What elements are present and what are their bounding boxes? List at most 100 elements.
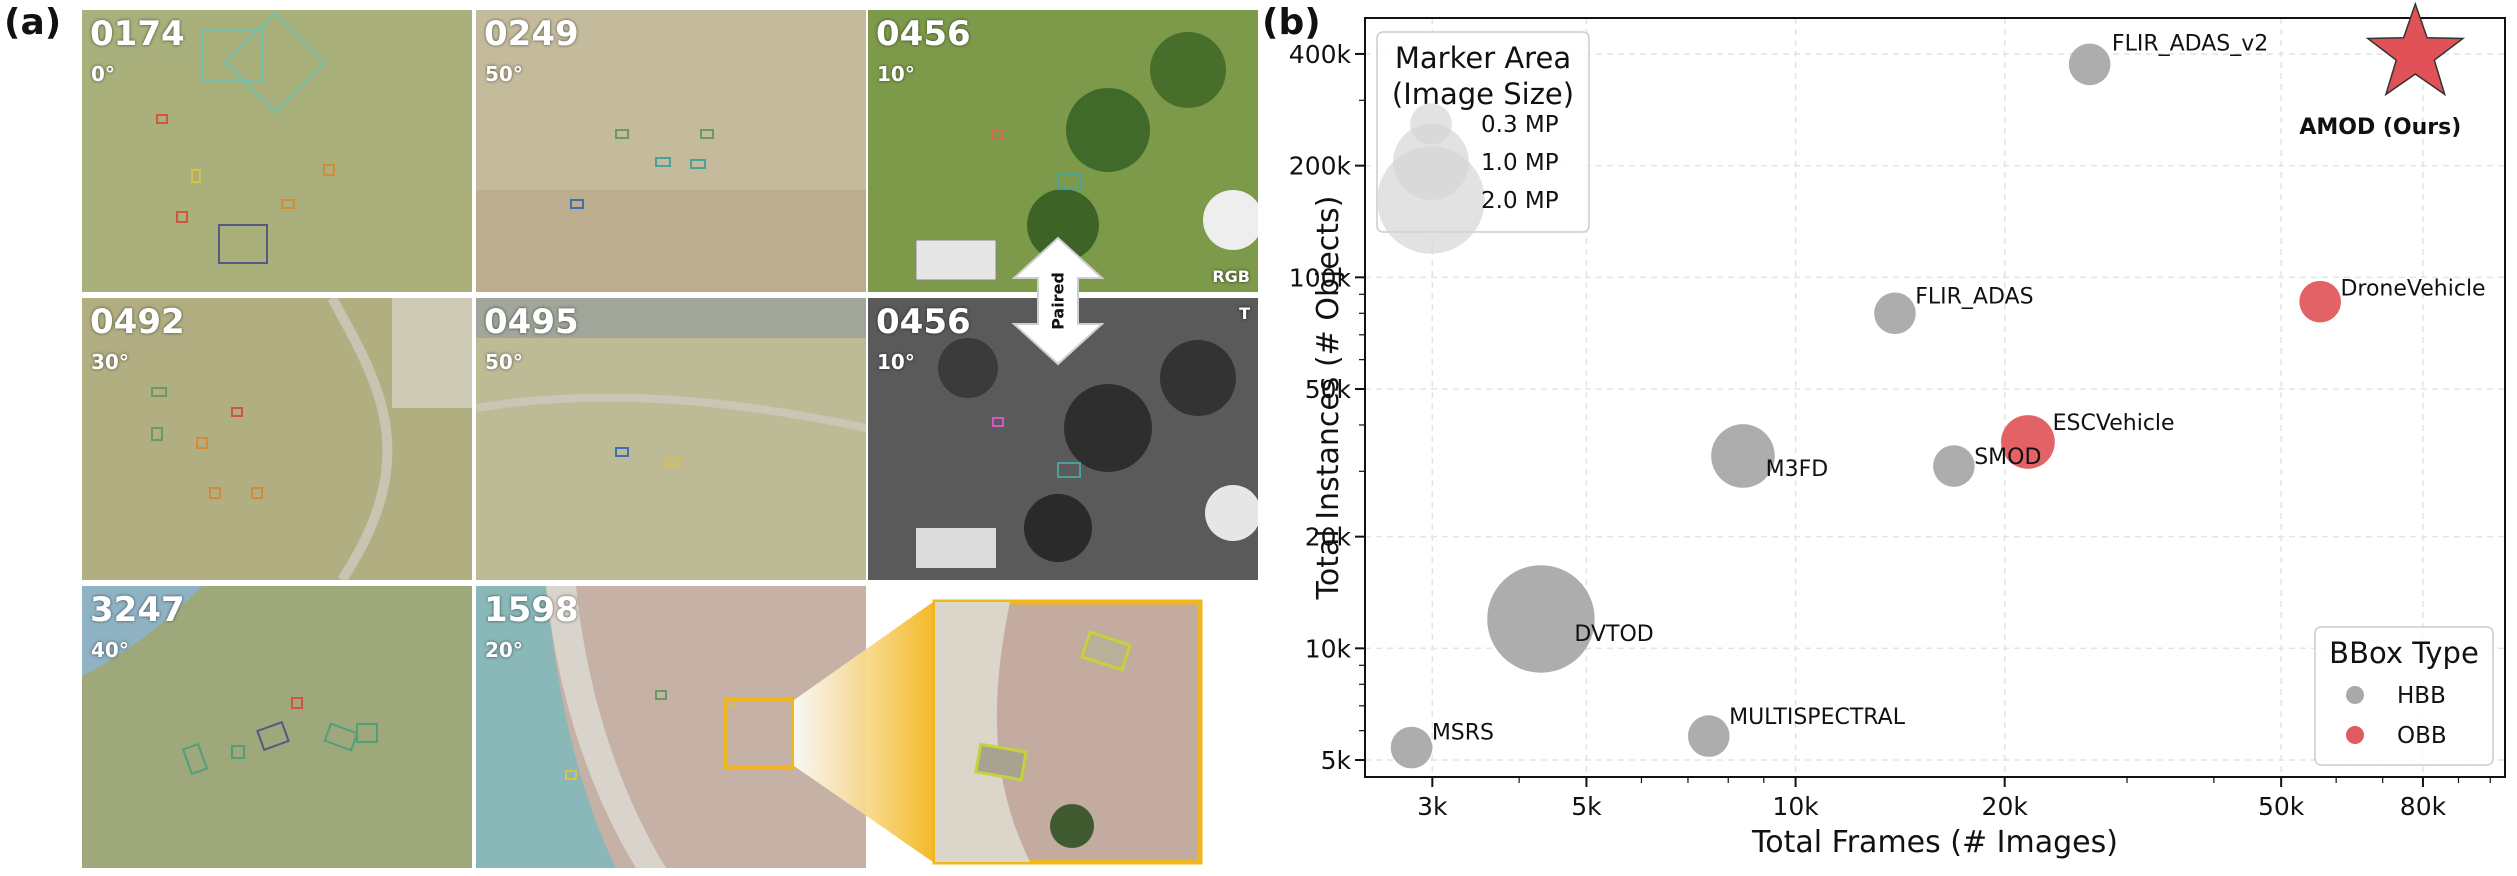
tile-scene (476, 10, 866, 292)
data-point (1711, 424, 1775, 488)
type-legend-label: OBB (2397, 723, 2447, 749)
tile-angle: 0° (91, 62, 115, 86)
size-legend-label: 1.0 MP (1481, 150, 1559, 176)
annotation-box (1057, 174, 1081, 190)
size-legend-marker (1377, 146, 1485, 254)
y-axis-title: Total Instances (# Objects) (1311, 196, 1346, 601)
data-point-label: MSRS (1432, 721, 1494, 746)
tile-scene (868, 298, 1258, 580)
annotation-box (323, 722, 359, 752)
annotation-box (992, 129, 1004, 139)
paired-arrow: Paired (1010, 236, 1106, 366)
tile-angle: 10° (877, 62, 915, 86)
annotation-box (665, 457, 679, 467)
annotation-box (291, 697, 303, 709)
x-tick-label: 3k (1417, 792, 1448, 821)
y-tick-label: 10k (1305, 634, 1352, 663)
tile-id: 0174 (90, 14, 185, 54)
tile-angle: 50° (485, 62, 523, 86)
tile-angle: 20° (485, 638, 523, 662)
modality-label: T (1239, 304, 1250, 323)
tile-0492: 0492 30° (82, 298, 472, 580)
tile-scene (476, 298, 866, 580)
y-tick-label: 100k (1289, 263, 1352, 292)
annotation-box (281, 199, 295, 209)
type-legend-label: HBB (2397, 683, 2446, 709)
annotation-box (231, 407, 243, 417)
zoom-funnel-shape (794, 602, 933, 862)
panel-a-letter: (a) (4, 2, 62, 43)
axis-layer: 3k 5k 10k 20k 50k 80k 5k 10k 20k 50k 100k 200k 400k T… (1289, 17, 2506, 860)
annotation-box (156, 114, 168, 124)
annotation-box (570, 199, 584, 209)
tile-background (476, 298, 866, 580)
data-point (1874, 292, 1916, 335)
tile-3247: 3247 40° (82, 586, 472, 868)
data-point-label: M3FD (1766, 457, 1829, 482)
annotation-box (209, 487, 221, 499)
paired-label: Paired (1048, 272, 1068, 330)
annotation-box (655, 157, 671, 167)
annotation-box (565, 770, 577, 780)
annotation-box (992, 417, 1004, 427)
data-point (2001, 415, 2055, 469)
panel-b-letter: (b) (1262, 2, 1321, 43)
data-point-label: DroneVehicle (2340, 277, 2485, 302)
zoom-source-box (724, 697, 796, 769)
tile-id: 0495 (484, 302, 579, 342)
size-legend-title: Marker Area (1395, 41, 1571, 75)
size-legend-subtitle: (Image Size) (1392, 77, 1574, 111)
annotation-box (323, 164, 335, 176)
x-tick-label: 5k (1571, 792, 1602, 821)
annotation-box (224, 12, 326, 114)
tile-id: 1598 (484, 590, 579, 630)
annotation-box (231, 745, 245, 759)
ours-label: AMOD (Ours) (2299, 115, 2461, 140)
annotation-box (218, 224, 268, 264)
data-point-label: DVTOD (1574, 622, 1653, 647)
data-point-label: SMOD (1974, 445, 2041, 470)
tile-angle: 10° (877, 350, 915, 374)
tile-scene (82, 298, 472, 580)
annotation-box (201, 29, 263, 81)
size-legend-label: 2.0 MP (1481, 188, 1559, 214)
type-legend-title: BBox Type (2329, 636, 2479, 670)
size-legend-label: 0.3 MP (1481, 112, 1559, 138)
data-point (1687, 715, 1730, 757)
data-point-label: MULTISPECTRAL (1729, 705, 1906, 730)
annotation-box (1080, 630, 1132, 672)
tile-background (82, 10, 472, 292)
tile-id: 0249 (484, 14, 579, 54)
annotation-box (256, 720, 290, 752)
tile-id: 0456 (876, 302, 971, 342)
y-tick-label: 50k (1305, 375, 1352, 404)
annotation-box (181, 742, 209, 776)
annotation-box (191, 169, 201, 183)
data-point-label: FLIR_ADAS (1915, 284, 2033, 309)
tile-0249: 0249 50° (476, 10, 866, 292)
y-tick-label: 5k (1321, 746, 1352, 775)
modality-label: RGB (1212, 267, 1250, 286)
x-tick-label: 50k (2258, 792, 2305, 821)
tile-0495: 0495 50° (476, 298, 866, 580)
type-legend-marker (2346, 686, 2364, 704)
type-legend-marker (2346, 726, 2364, 744)
data-point (1933, 445, 1975, 487)
tile-id: 0456 (876, 14, 971, 54)
double-arrow-icon (1011, 236, 1105, 366)
annotation-box (615, 447, 629, 457)
data-point (2299, 280, 2341, 323)
ours-star-marker (2365, 1, 2466, 97)
annotation-box (196, 437, 208, 449)
annotation-box (974, 742, 1028, 782)
points-layer: FLIR_ADAS_v2 FLIR_ADAS DroneVehicle ESCVehi… (1390, 1, 2486, 769)
data-point (1390, 726, 1433, 769)
x-tick-label: 80k (2400, 792, 2447, 821)
tile-scene (82, 586, 472, 868)
annotation-box (251, 487, 263, 499)
image-mosaic: 0174 0° 0249 50° 0456 10° RGB (82, 10, 1258, 868)
y-tick-label: 200k (1289, 152, 1352, 181)
y-tick-label: 20k (1305, 523, 1352, 552)
annotation-box (356, 723, 378, 743)
annotation-box (690, 159, 706, 169)
